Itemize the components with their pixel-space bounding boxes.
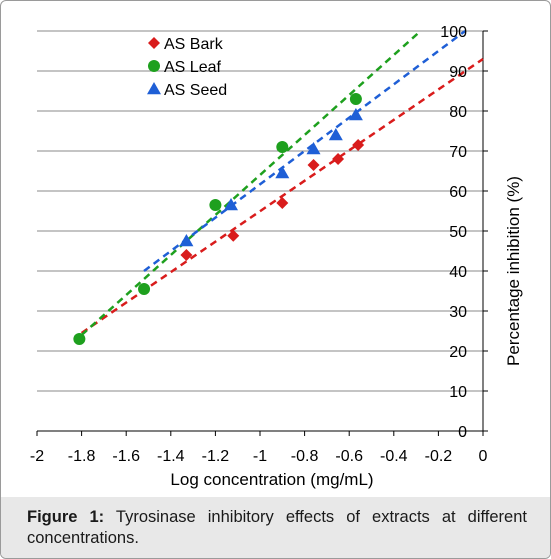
data-points [73,93,365,345]
data-point [209,199,222,211]
legend-label: AS Seed [164,82,227,99]
legend: AS Bark AS Leaf AS Seed [147,36,227,99]
legend-label: AS Leaf [164,59,221,76]
data-point [224,198,239,211]
caption-box: Figure 1: Tyrosinase inhibitory effects … [1,497,550,558]
y-tick-label: 70 [449,144,467,161]
x-tick-label: -0.8 [291,448,319,465]
data-point [276,141,289,153]
data-point [307,159,320,171]
y-tick-label: 30 [449,304,467,321]
axes [36,30,488,436]
x-axis-title: Log concentration (mg/mL) [170,470,373,489]
trendlines [80,29,484,336]
y-tick-label: 0 [458,424,467,441]
x-tick-label: -1.2 [202,448,230,465]
figure-caption: Figure 1: Tyrosinase inhibitory effects … [27,507,527,549]
data-point [275,166,290,179]
x-tick-label: -1.6 [112,448,140,465]
caption-text: Tyrosinase inhibitory effects of extract… [27,508,527,547]
data-point [348,108,363,121]
x-tick-label: -0.6 [335,448,363,465]
legend-marker [148,60,160,72]
trendline [80,57,484,335]
legend-label: AS Bark [164,36,224,53]
y-tick-label: 10 [449,384,467,401]
x-tick-label: -1.4 [157,448,185,465]
data-point [179,234,194,247]
y-tick-label: 60 [449,184,467,201]
x-tick-label: 0 [479,448,488,465]
data-point [328,128,343,141]
data-point [332,153,345,165]
data-point [349,93,362,105]
y-tick-label: 40 [449,264,467,281]
chart-svg: 0 10 20 30 40 50 60 70 80 90 100 -2 -1.8 -1.6 -1.4 -1.2… [30,24,523,489]
trendline [143,29,466,273]
data-point [276,197,289,209]
x-tick-label: -1.8 [68,448,96,465]
data-point [180,249,193,261]
data-point [227,229,240,242]
y-tick-label: 100 [440,24,467,41]
data-point [73,333,86,345]
y-tick-label: 50 [449,224,467,241]
trendline [80,30,422,336]
y-tick-label: 20 [449,344,467,361]
x-tick-label: -0.2 [425,448,453,465]
caption-label: Figure 1: [27,508,105,526]
gridlines [37,30,483,432]
legend-marker [148,37,160,49]
x-tick-label: -0.4 [380,448,408,465]
data-point [138,283,151,295]
legend-marker [147,82,161,95]
x-tick-label: -1 [253,448,267,465]
x-tick-label: -2 [30,448,44,465]
data-point [352,139,365,151]
tick-labels: 0 10 20 30 40 50 60 70 80 90 100 -2 -1.8 -1.6 -1.4 -1.2… [30,24,488,465]
data-point [306,142,321,155]
y-axis-title: Percentage inhibition (%) [504,176,523,366]
chart-area: 0 10 20 30 40 50 60 70 80 90 100 -2 -1.8 -1.6 -1.4 -1.2… [1,1,550,497]
y-tick-label: 80 [449,104,467,121]
y-tick-label: 90 [449,64,467,81]
